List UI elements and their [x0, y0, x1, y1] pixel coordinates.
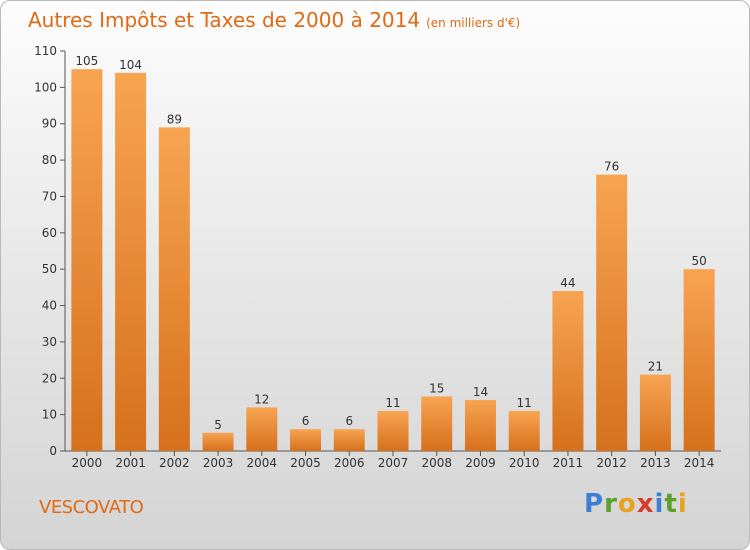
x-tick-label: 2011 [553, 456, 584, 470]
data-label: 89 [167, 112, 182, 126]
y-tick-label: 110 [34, 44, 57, 58]
data-label: 44 [560, 276, 575, 290]
data-label: 50 [691, 254, 706, 268]
bar-2002 [158, 127, 190, 451]
data-label: 14 [473, 385, 488, 399]
data-label: 6 [302, 414, 310, 428]
bar-2011 [552, 291, 584, 451]
proxiti-logo: Proxiti [584, 489, 688, 519]
data-label: 21 [648, 360, 663, 374]
bar-2003 [202, 432, 234, 451]
y-tick-label: 30 [42, 335, 57, 349]
y-tick-label: 50 [42, 262, 57, 276]
bar-2010 [508, 411, 540, 451]
chart-bars [71, 69, 715, 452]
chart-title-text: Autres Impôts et Taxes de 2000 à 2014 [28, 8, 421, 32]
x-tick-label: 2009 [465, 456, 496, 470]
x-tick-label: 2013 [640, 456, 671, 470]
x-tick-label: 2001 [115, 456, 146, 470]
x-tick-label: 2006 [334, 456, 365, 470]
data-label: 105 [75, 54, 98, 68]
data-label: 76 [604, 160, 619, 174]
bar-2005 [290, 429, 322, 451]
y-tick-label: 60 [42, 226, 57, 240]
x-tick-label: 2012 [596, 456, 627, 470]
data-label: 15 [429, 381, 444, 395]
y-tick-label: 40 [42, 299, 57, 313]
y-tick-label: 70 [42, 189, 57, 203]
y-tick-label: 10 [42, 408, 57, 422]
y-tick-label: 100 [34, 80, 57, 94]
x-tick-label: 2014 [684, 456, 715, 470]
chart-title: Autres Impôts et Taxes de 2000 à 2014 (en… [28, 8, 520, 32]
bar-2014 [683, 269, 715, 451]
data-label: 104 [119, 58, 142, 72]
y-tick-label: 20 [42, 371, 57, 385]
chart-labels: 2000 105 2001 104 2002 89 2003 5 2004 12 2005 6 2006… [72, 54, 715, 470]
data-label: 11 [385, 396, 400, 410]
data-label: 12 [254, 392, 269, 406]
bar-2000 [71, 69, 103, 451]
bar-2012 [596, 174, 628, 452]
x-tick-label: 2007 [378, 456, 409, 470]
x-tick-label: 2000 [72, 456, 103, 470]
commune-name: VESCOVATO [39, 497, 144, 518]
x-tick-label: 2005 [290, 456, 321, 470]
y-tick-label: 80 [42, 153, 57, 167]
x-tick-label: 2010 [509, 456, 540, 470]
x-tick-label: 2003 [203, 456, 234, 470]
x-tick-label: 2002 [159, 456, 190, 470]
bar-2008 [421, 396, 453, 451]
chart-subtitle: (en milliers d'€) [426, 16, 521, 30]
y-tick-label: 0 [49, 444, 57, 458]
data-label: 6 [345, 414, 353, 428]
bar-2007 [377, 411, 409, 451]
bar-2006 [333, 429, 365, 451]
x-tick-label: 2008 [421, 456, 452, 470]
bar-2001 [115, 72, 147, 452]
x-tick-label: 2004 [247, 456, 278, 470]
bar-2009 [464, 400, 496, 451]
bar-2013 [639, 374, 671, 451]
y-tick-label: 90 [42, 117, 57, 131]
data-label: 11 [517, 396, 532, 410]
bar-2004 [246, 407, 278, 451]
data-label: 5 [214, 418, 222, 432]
